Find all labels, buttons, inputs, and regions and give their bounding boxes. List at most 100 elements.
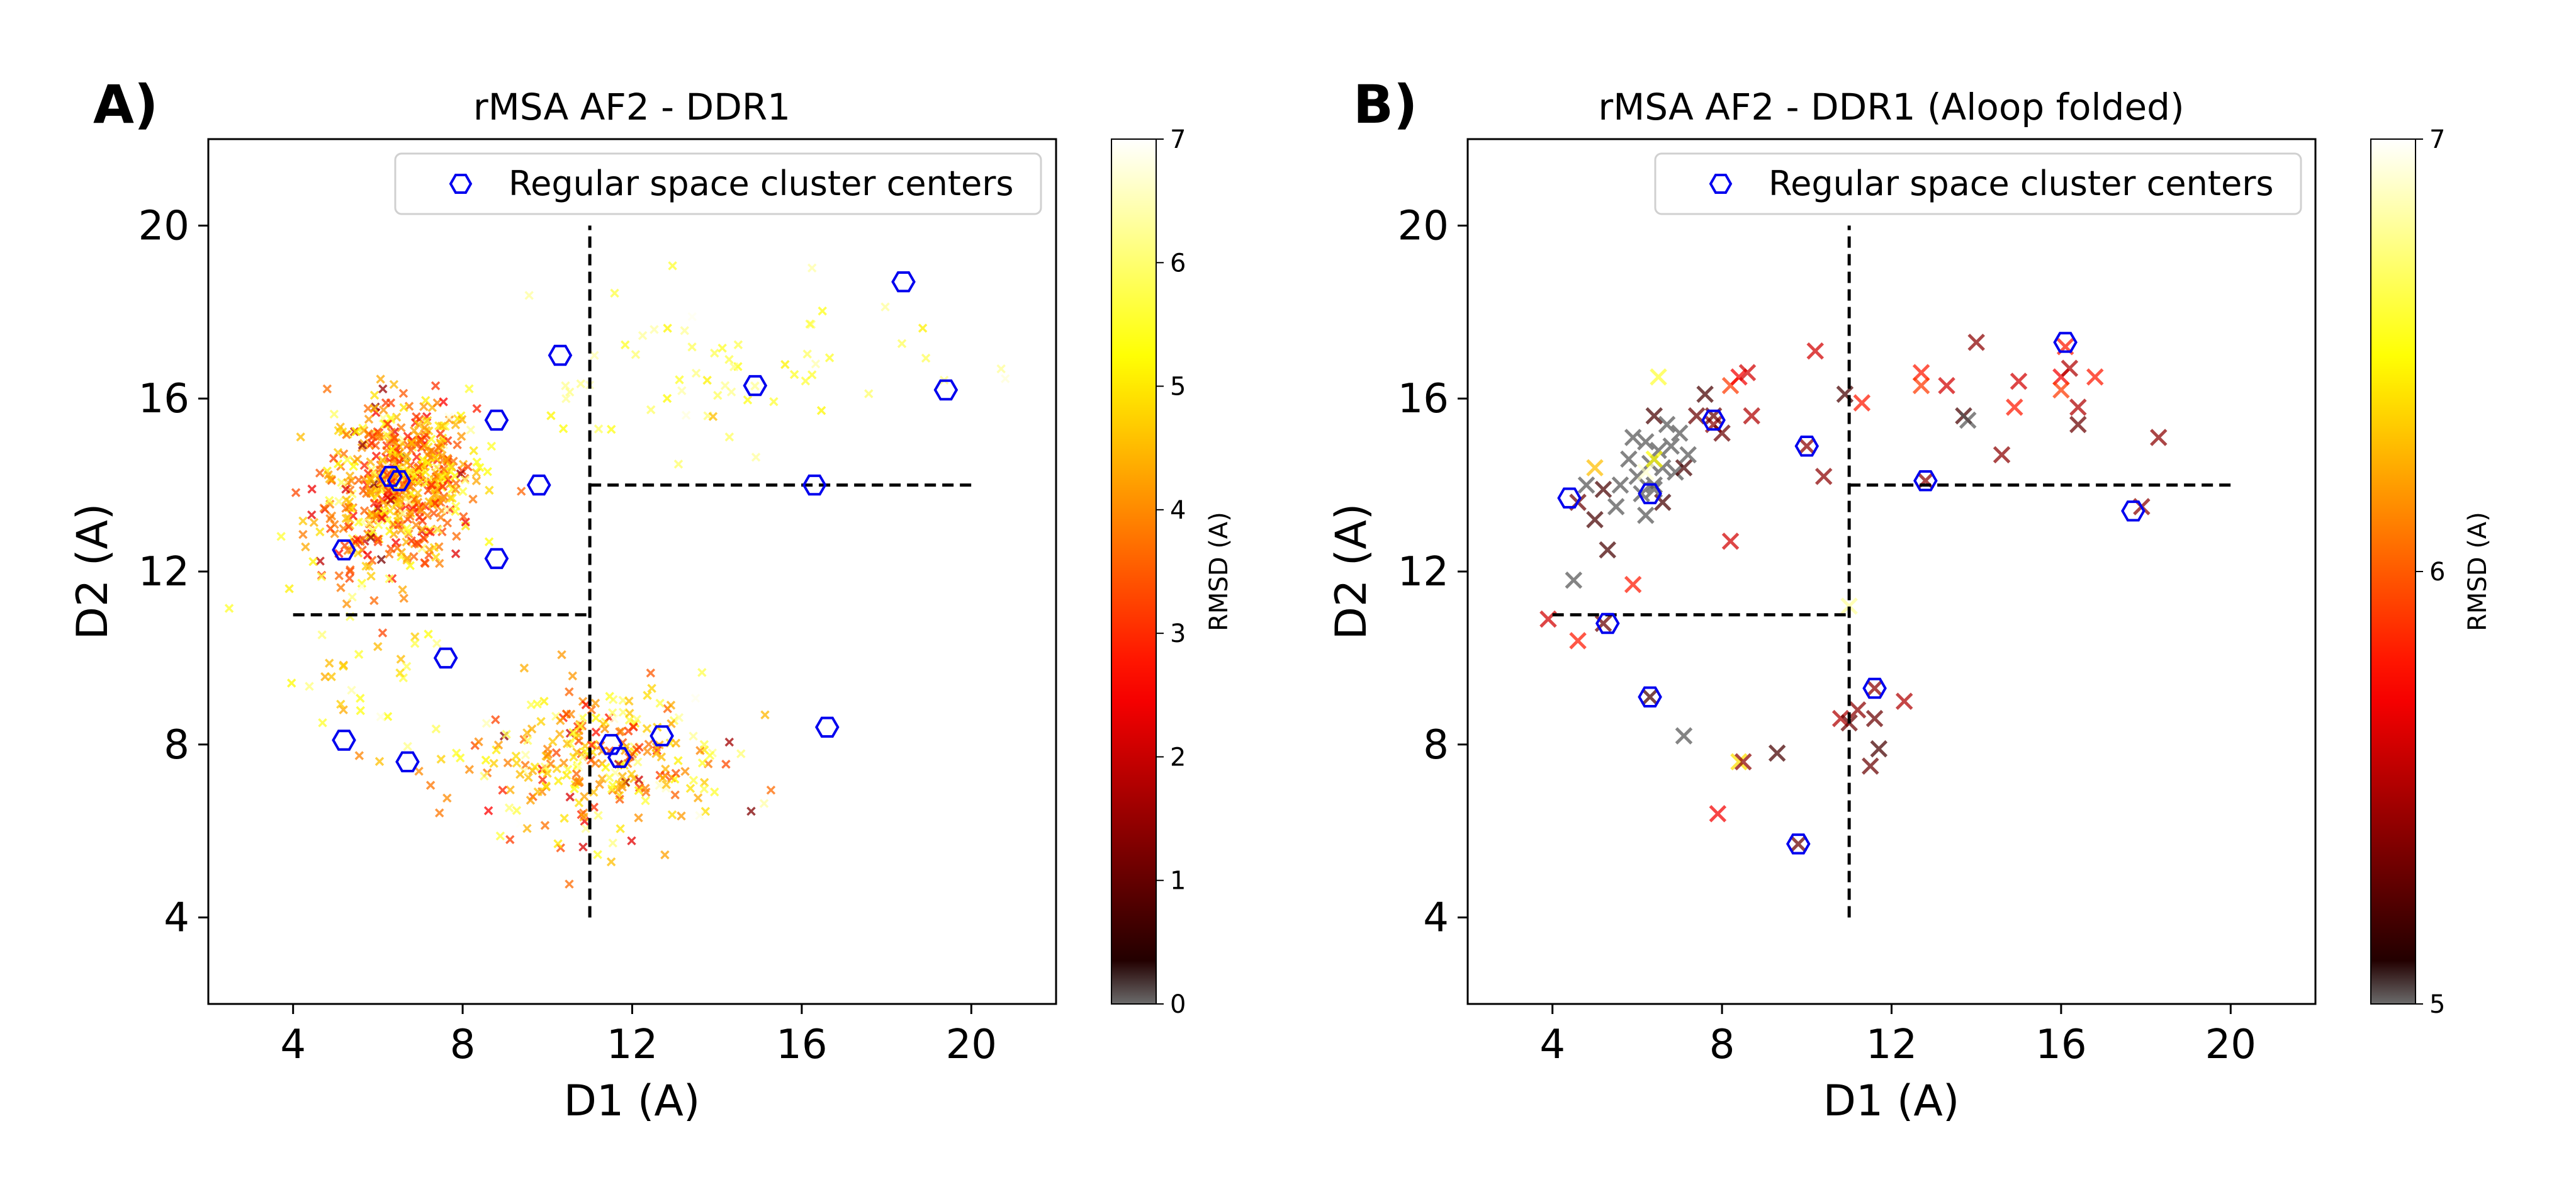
- data-point: [495, 831, 505, 841]
- data-point: [1713, 424, 1731, 442]
- cluster-center-hexagon: [433, 647, 458, 669]
- cluster-center-hexagon: [386, 470, 412, 492]
- panel-a-legend: Regular space cluster centers: [394, 152, 1042, 215]
- data-point: [356, 706, 366, 716]
- panel-a-dashed-lines: [293, 225, 972, 918]
- data-point: [1675, 727, 1693, 745]
- data-point: [562, 739, 572, 748]
- data-point: [397, 548, 407, 557]
- colorbar-tick-label: 2: [1170, 743, 1186, 772]
- data-point: [451, 485, 461, 494]
- data-point: [403, 741, 412, 752]
- data-point: [554, 776, 563, 786]
- data-point: [536, 717, 546, 726]
- cluster-center-hexagon: [599, 734, 624, 755]
- data-point: [422, 416, 432, 425]
- data-point: [593, 424, 604, 434]
- data-point: [807, 370, 817, 380]
- data-point: [425, 545, 434, 555]
- panel-a-x-axis-label: D1 (A): [564, 1076, 700, 1126]
- data-point: [668, 261, 677, 271]
- data-point: [442, 793, 452, 803]
- data-point: [1938, 376, 1955, 395]
- cluster-center-hexagon: [1595, 612, 1620, 634]
- data-point: [357, 578, 367, 588]
- data-point: [546, 759, 556, 769]
- data-point: [805, 319, 815, 329]
- panel-a-x-ticks: 4 8 12 16 20: [280, 1004, 997, 1068]
- x-tick-label: 8: [450, 1022, 476, 1068]
- data-point: [689, 775, 699, 785]
- data-point: [601, 762, 610, 772]
- data-point: [562, 770, 571, 780]
- cluster-center-hexagon: [378, 466, 403, 487]
- data-point: [663, 324, 672, 333]
- data-point: [671, 769, 681, 778]
- data-point: [1633, 485, 1650, 503]
- colorbar-tick-label: 7: [2429, 125, 2445, 154]
- data-point: [378, 455, 388, 465]
- x-tick-label: 12: [1866, 1022, 1917, 1068]
- data-point: [481, 755, 491, 765]
- data-point: [624, 696, 634, 706]
- data-point: [317, 630, 327, 640]
- data-point: [347, 592, 357, 602]
- data-point: [415, 512, 424, 522]
- cluster-center-hexagon: [1794, 436, 1820, 457]
- data-point: [504, 803, 514, 813]
- data-point: [802, 349, 812, 359]
- colorbar-tick-label: 4: [1170, 496, 1186, 525]
- data-point: [436, 429, 445, 439]
- data-point: [374, 520, 383, 530]
- data-point: [345, 573, 354, 583]
- cluster-center-hexagon: [1913, 470, 1938, 492]
- data-point: [643, 747, 652, 757]
- data-point: [446, 461, 455, 471]
- panel-b: B) rMSA AF2 - DDR1 (Aloop folded) 4 8 12 16…: [1327, 74, 2492, 1126]
- data-point: [543, 750, 553, 759]
- data-point: [634, 813, 643, 823]
- cluster-center-hexagon: [1786, 833, 1811, 855]
- x-tick-label: 16: [776, 1022, 827, 1068]
- data-point: [371, 510, 381, 521]
- data-point: [1624, 575, 1642, 594]
- data-point: [584, 773, 594, 782]
- data-point: [376, 555, 386, 565]
- data-point: [446, 493, 455, 503]
- data-point: [2069, 398, 2087, 416]
- data-point: [367, 438, 376, 448]
- data-point: [717, 343, 727, 353]
- data-point: [390, 433, 400, 443]
- data-point: [369, 390, 380, 400]
- cluster-center-hexagon: [484, 548, 509, 570]
- data-point: [512, 758, 522, 768]
- data-point: [424, 486, 433, 495]
- data-point: [364, 518, 374, 527]
- data-point: [483, 806, 493, 816]
- data-point: [527, 713, 537, 723]
- data-point: [363, 550, 373, 560]
- data-point: [617, 772, 627, 781]
- data-point: [437, 472, 447, 482]
- x-tick-label: 8: [1709, 1022, 1735, 1068]
- data-point: [537, 775, 548, 785]
- data-point: [671, 738, 681, 748]
- data-point: [385, 549, 394, 559]
- data-point: [576, 379, 585, 388]
- data-point: [369, 498, 380, 508]
- data-point: [436, 438, 445, 448]
- data-point: [632, 714, 642, 724]
- data-point: [404, 497, 413, 507]
- data-point: [366, 485, 376, 495]
- data-point: [464, 384, 474, 393]
- data-point: [377, 514, 387, 523]
- data-point: [359, 461, 369, 470]
- data-point: [634, 775, 644, 785]
- data-point: [1641, 688, 1659, 706]
- data-point: [710, 348, 719, 358]
- data-point: [697, 668, 707, 677]
- data-point: [760, 710, 770, 720]
- data-point: [432, 638, 442, 648]
- data-point: [1586, 459, 1604, 476]
- data-point: [590, 351, 599, 360]
